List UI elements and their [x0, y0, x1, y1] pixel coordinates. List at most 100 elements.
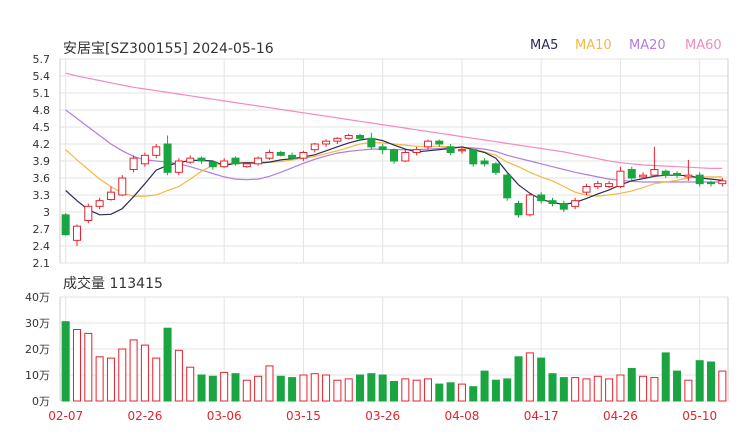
- price-y-tick-label: 3.6: [33, 172, 51, 185]
- candle: [571, 197, 580, 210]
- candle: [673, 171, 682, 178]
- candle: [106, 186, 115, 201]
- candle: [469, 148, 478, 167]
- candle-body-down: [480, 160, 489, 165]
- candle-body-down: [707, 182, 716, 185]
- candle-body-up: [299, 152, 308, 159]
- candle: [186, 155, 195, 164]
- volume-title: 成交量 113415: [63, 276, 163, 292]
- candle: [650, 146, 659, 177]
- candle: [310, 142, 319, 153]
- volume-bar: [639, 375, 648, 402]
- volume-bar: [152, 357, 161, 402]
- volume-bar: [423, 378, 432, 402]
- candle: [333, 137, 342, 144]
- x-date-label: 03-06: [207, 409, 242, 423]
- candle: [276, 150, 285, 157]
- volume-bar: [605, 378, 614, 402]
- candle: [480, 158, 489, 167]
- volume-y-tick-label: 30万: [25, 317, 50, 330]
- volume-bar: [299, 374, 308, 402]
- candle: [503, 172, 512, 201]
- price-y-tick-label: 4.8: [33, 104, 51, 117]
- candle-body-down: [661, 170, 670, 176]
- volume-bar: [61, 321, 70, 402]
- candle: [548, 197, 557, 207]
- x-date-label: 03-26: [365, 409, 400, 423]
- volume-bar: [322, 374, 331, 402]
- candle: [344, 133, 353, 140]
- volume-bar: [84, 332, 93, 402]
- volume-bar: [333, 379, 342, 402]
- volume-bar: [435, 383, 444, 402]
- candle-body-down: [503, 174, 512, 199]
- volume-bar: [457, 383, 466, 402]
- candle-body-up: [322, 140, 331, 145]
- candle-body-up: [639, 174, 648, 178]
- candle: [582, 183, 591, 195]
- volume-bar: [208, 375, 217, 402]
- ma-line-ma10: [65, 141, 723, 197]
- volume-bar: [446, 382, 455, 402]
- x-date-label: 04-26: [603, 409, 638, 423]
- candle: [163, 135, 172, 176]
- candle-body-up: [129, 157, 138, 171]
- candle-body-down: [491, 163, 500, 173]
- candle-body-up: [423, 140, 432, 148]
- candle-body-up: [72, 225, 81, 241]
- volume-bar: [389, 381, 399, 402]
- candle: [639, 172, 648, 180]
- candle-body-up: [174, 160, 183, 173]
- volume-bar: [197, 374, 206, 402]
- candle-body-down: [288, 154, 297, 159]
- candle-body-down: [537, 194, 546, 202]
- candle-body-down: [367, 137, 376, 148]
- candle: [446, 144, 455, 156]
- x-date-label: 03-15: [286, 409, 321, 423]
- candle: [322, 139, 331, 147]
- candle-body-down: [208, 161, 217, 168]
- volume-bar: [140, 344, 149, 402]
- volume-bar: [72, 329, 81, 402]
- candle-body-up: [186, 157, 195, 163]
- candle: [95, 197, 104, 210]
- candle: [288, 152, 297, 160]
- volume-bar: [559, 377, 568, 402]
- volume-bar: [661, 352, 670, 402]
- price-y-tick-label: 5.1: [33, 87, 51, 100]
- candle-body-down: [446, 146, 455, 153]
- legend-ma60: MA60: [685, 38, 722, 53]
- candle: [61, 213, 70, 236]
- candle-body-down: [673, 172, 682, 176]
- candle: [525, 193, 534, 217]
- legend-ma5: MA5: [530, 38, 559, 53]
- candle: [152, 144, 161, 159]
- candle: [367, 132, 376, 150]
- candle: [412, 146, 421, 156]
- candle-body-up: [605, 183, 614, 188]
- candle-body-down: [378, 146, 387, 151]
- candle: [695, 172, 704, 187]
- volume-bar: [378, 374, 387, 402]
- candle-body-down: [514, 203, 523, 216]
- candle-body-up: [84, 205, 93, 221]
- volume-bar: [254, 375, 263, 402]
- price-y-tick-label: 2.4: [33, 240, 51, 253]
- candle: [118, 175, 127, 197]
- candle-body-down: [389, 149, 399, 162]
- candle-body-up: [106, 191, 115, 201]
- candle-body-up: [650, 169, 659, 176]
- candle: [627, 166, 636, 181]
- candle: [389, 148, 399, 164]
- volume-bar: [593, 375, 602, 402]
- candle: [661, 169, 670, 178]
- candle-body-down: [559, 203, 568, 210]
- candle: [174, 158, 183, 176]
- legend-ma10: MA10: [575, 38, 612, 53]
- volume-bar: [707, 361, 716, 402]
- volume-bar: [537, 357, 546, 402]
- candle-body-up: [525, 194, 534, 216]
- candle: [299, 150, 308, 161]
- candle-body-up: [95, 200, 104, 207]
- volume-bar: [231, 373, 240, 402]
